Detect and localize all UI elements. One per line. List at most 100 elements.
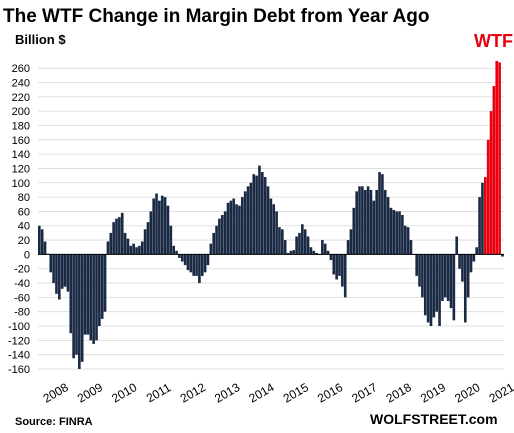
bar <box>126 238 130 255</box>
source-note: Source: FINRA <box>15 416 93 428</box>
bar <box>138 245 141 255</box>
bar <box>58 254 61 300</box>
bar <box>472 254 476 262</box>
bar <box>489 111 493 255</box>
y-tick-label: 200 <box>12 106 30 118</box>
bar <box>495 61 499 255</box>
bar <box>232 198 236 255</box>
bar <box>395 211 398 255</box>
bar <box>120 212 124 255</box>
bar <box>272 204 276 255</box>
bar <box>80 254 84 362</box>
y-tick-label: -60 <box>14 292 30 304</box>
bar <box>246 186 250 255</box>
x-tick-label: 2013 <box>212 380 242 406</box>
bar <box>135 247 138 255</box>
x-tick-label: 2010 <box>109 380 139 406</box>
bar <box>266 186 270 255</box>
bar <box>118 217 121 255</box>
bar <box>432 254 436 318</box>
y-tick-label: -20 <box>14 264 30 276</box>
bar <box>455 236 459 255</box>
bar <box>78 254 81 369</box>
y-tick-label: 20 <box>18 235 30 247</box>
bars <box>38 61 504 369</box>
x-tick-label: 2018 <box>384 380 414 406</box>
bar <box>498 62 501 255</box>
x-tick-label: 2020 <box>452 380 482 406</box>
bar <box>155 193 158 255</box>
bar <box>129 245 133 255</box>
bar <box>386 197 390 255</box>
bar <box>306 236 310 255</box>
bar <box>123 232 127 255</box>
bar <box>372 200 376 255</box>
bar <box>298 232 301 255</box>
bar <box>112 222 115 255</box>
bar <box>220 215 224 255</box>
y-tick-label: -160 <box>8 364 30 376</box>
bar <box>235 204 238 255</box>
bar <box>106 241 110 255</box>
x-tick-label: 2017 <box>349 380 379 406</box>
bar <box>189 254 193 273</box>
bar <box>89 254 93 341</box>
bar <box>255 175 258 255</box>
bar <box>343 254 347 298</box>
bar <box>326 250 330 255</box>
bar <box>172 245 175 255</box>
y-tick-label: 120 <box>12 163 30 175</box>
bar <box>341 254 344 287</box>
bar <box>258 165 261 255</box>
bar <box>415 254 418 276</box>
bar <box>195 254 198 276</box>
bar <box>406 227 410 255</box>
y-tick-label: -100 <box>8 321 30 333</box>
bar <box>286 252 290 255</box>
y-tick-label: -120 <box>8 335 30 347</box>
x-tick-label: 2015 <box>281 380 311 406</box>
bar <box>169 225 173 255</box>
bar <box>315 252 318 255</box>
bar <box>83 254 87 335</box>
bar <box>160 195 164 255</box>
bar <box>418 254 421 287</box>
bar <box>478 197 481 255</box>
bar <box>312 250 316 255</box>
x-tick-label: 2008 <box>41 380 71 406</box>
bar <box>469 254 473 273</box>
bar <box>249 182 253 255</box>
bar <box>103 254 107 312</box>
bar <box>269 198 273 255</box>
bar <box>301 224 304 255</box>
bar <box>375 189 378 255</box>
y-tick-label: 220 <box>12 92 30 104</box>
bar <box>260 172 264 255</box>
bar <box>238 205 241 255</box>
chart-title: The WTF Change in Margin Debt from Year … <box>3 6 429 27</box>
bar <box>461 254 464 282</box>
bar <box>209 243 213 255</box>
bar <box>369 189 373 255</box>
bar <box>361 186 364 255</box>
y-tick-label: 0 <box>24 249 30 261</box>
bar <box>132 243 135 255</box>
bar <box>49 254 53 273</box>
wtf-annotation: WTF <box>474 31 513 51</box>
bar <box>186 254 190 271</box>
bar <box>218 218 221 255</box>
y-tick-label: 260 <box>12 63 30 75</box>
y-tick-label: 180 <box>12 120 30 132</box>
y-tick-label: 60 <box>18 206 30 218</box>
y-tick-label: 100 <box>12 178 30 190</box>
bar <box>441 254 444 301</box>
bar <box>43 241 47 255</box>
x-tick-label: 2011 <box>144 380 174 405</box>
bar <box>200 254 204 276</box>
bar <box>366 186 370 255</box>
x-tick-label: 2021 <box>487 380 514 406</box>
bar <box>423 254 427 316</box>
bar <box>149 211 153 255</box>
bar <box>452 254 456 321</box>
bar <box>435 254 439 312</box>
